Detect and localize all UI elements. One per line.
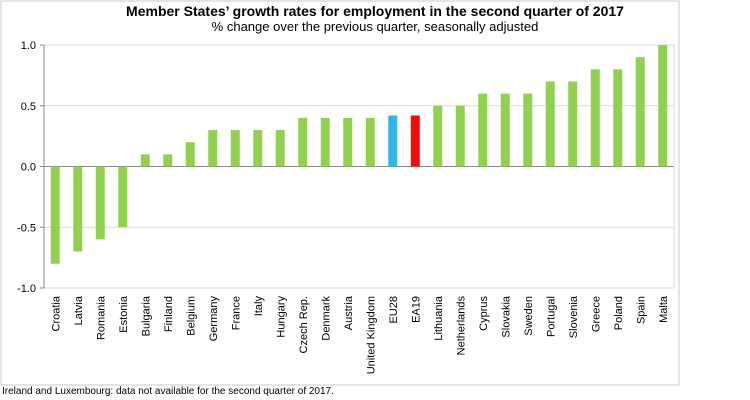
x-tick-label: Austria	[343, 295, 355, 330]
x-tick-label: Croatia	[50, 295, 62, 331]
x-tick-label: France	[230, 296, 242, 330]
bar-netherlands	[455, 105, 465, 167]
bar-slovenia	[568, 81, 578, 167]
x-tick-label: Portugal	[545, 296, 557, 337]
bar-lithuania	[433, 105, 443, 167]
y-tick-label: 0.0	[21, 162, 36, 174]
gridlines	[44, 44, 674, 289]
y-tick-label: -1.0	[17, 283, 36, 295]
bar-eu28	[388, 115, 398, 167]
x-tick-label: Finland	[163, 296, 175, 332]
bar-slovakia	[500, 93, 510, 167]
bar-sweden	[523, 93, 533, 167]
x-tick-label: Poland	[613, 296, 625, 330]
bar-czech-rep-	[298, 117, 308, 167]
chart-subtitle: % change over the previous quarter, seas…	[211, 19, 539, 34]
bar-france	[230, 130, 240, 167]
bar-cyprus	[478, 93, 488, 167]
bar-ea19	[410, 115, 420, 167]
footnote: Ireland and Luxembourg: data not availab…	[2, 386, 334, 397]
bar-malta	[658, 45, 668, 167]
bar-hungary	[275, 130, 285, 167]
bar-latvia	[73, 166, 83, 252]
x-tick-labels: Croatia Latvia Romania Estonia Bulgaria Finla…	[50, 295, 670, 374]
bar-romania	[95, 166, 105, 240]
x-tick-label: United Kingdom	[365, 296, 377, 374]
x-tick-label: Bulgaria	[140, 295, 152, 336]
chart-title: Member States’ growth rates for employme…	[126, 3, 624, 19]
bar-finland	[163, 154, 173, 167]
bar-portugal	[545, 81, 555, 167]
bar-greece	[590, 69, 600, 167]
y-tick-label: 1.0	[21, 40, 36, 52]
x-tick-label: Czech Rep.	[298, 296, 310, 353]
y-axis: 1.0 0.5 0.0 -0.5 -1.0	[17, 40, 675, 295]
x-tick-label: Estonia	[118, 295, 130, 333]
y-tick-label: 0.5	[21, 101, 36, 113]
x-tick-label: Netherlands	[455, 296, 467, 356]
x-tick-label: Slovenia	[568, 295, 580, 338]
x-tick-label: Italy	[253, 296, 265, 317]
bar-austria	[343, 117, 353, 167]
x-tick-label: Greece	[590, 296, 602, 332]
x-tick-label: Spain	[635, 296, 647, 324]
bar-estonia	[118, 166, 128, 228]
bar-poland	[613, 69, 623, 167]
bar-denmark	[320, 117, 330, 167]
bar-italy	[253, 130, 263, 167]
x-tick-label: Malta	[658, 295, 670, 323]
bar-bulgaria	[140, 154, 150, 167]
chart-border	[0, 0, 680, 386]
x-tick-label: Denmark	[320, 296, 332, 341]
y-tick-label: -0.5	[17, 222, 36, 234]
x-tick-label: Belgium	[185, 296, 197, 336]
x-tick-label: Latvia	[73, 295, 85, 325]
bar-germany	[208, 130, 218, 167]
bar-spain	[635, 57, 645, 167]
bar-united-kingdom	[365, 117, 375, 167]
x-tick-label: EA19	[410, 296, 422, 323]
x-tick-label: Sweden	[523, 296, 535, 336]
bar-croatia	[50, 166, 60, 264]
x-tick-label: Hungary	[275, 296, 287, 338]
x-tick-label: Cyprus	[478, 296, 490, 331]
x-tick-label: Lithuania	[433, 295, 445, 341]
bar-belgium	[185, 142, 195, 167]
x-tick-label: EU28	[388, 296, 400, 324]
x-tick-label: Germany	[208, 296, 220, 342]
x-tick-label: Romania	[95, 295, 107, 340]
x-tick-label: Slovakia	[500, 295, 512, 337]
bars	[50, 45, 668, 264]
